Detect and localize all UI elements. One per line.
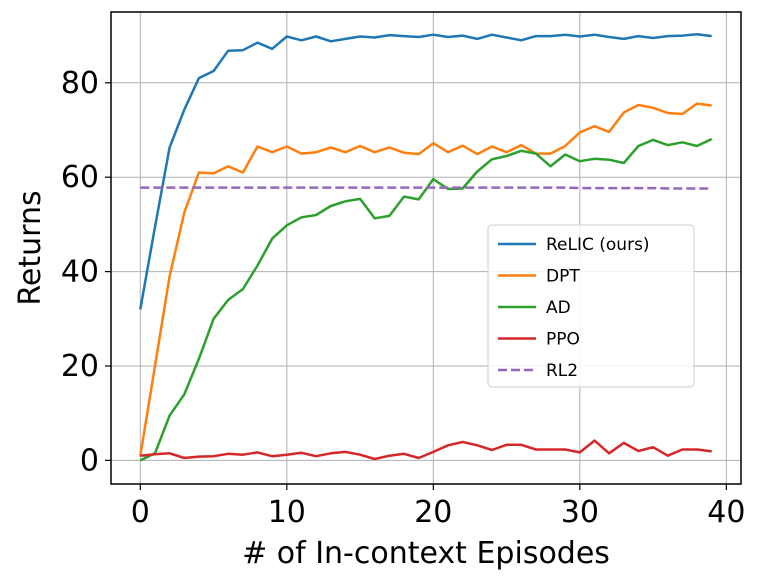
y-tick-label: 60 xyxy=(61,160,99,195)
series-line-dpt xyxy=(139,102,712,456)
series-line-ad xyxy=(139,137,713,462)
x-tick-label: 20 xyxy=(414,495,452,530)
legend-label-dpt: DPT xyxy=(546,267,580,287)
y-tick-label: 20 xyxy=(61,349,99,384)
legend-box xyxy=(487,224,695,388)
x-tick-label: 0 xyxy=(131,495,150,530)
ticks: 0 10 20 30 40 0 20 40 60 80 xyxy=(61,66,746,530)
legend-label-ppo: PPO xyxy=(546,330,580,350)
legend-label-relic-ours: ReLIC (ours) xyxy=(546,235,650,255)
x-tick-label: 10 xyxy=(268,495,306,530)
legend-label-rl2: RL2 xyxy=(546,361,578,381)
legend: ReLIC (ours) DPT AD PPO RL2 xyxy=(487,224,695,388)
y-axis-label: Returns xyxy=(13,190,48,305)
series-line-rl2 xyxy=(140,186,712,190)
series-line-relic-ours xyxy=(139,32,712,310)
plot-frame xyxy=(110,11,742,485)
y-tick-label: 40 xyxy=(61,255,99,290)
x-axis-label: # of In-context Episodes xyxy=(242,536,610,571)
x-tick-label: 30 xyxy=(561,495,599,530)
x-tick-label: 40 xyxy=(707,495,745,530)
series-layer xyxy=(139,32,713,462)
legend-label-ad: AD xyxy=(546,298,571,318)
y-tick-label: 0 xyxy=(80,443,99,478)
y-tick-label: 80 xyxy=(61,66,99,101)
series-line-ppo xyxy=(140,439,712,461)
